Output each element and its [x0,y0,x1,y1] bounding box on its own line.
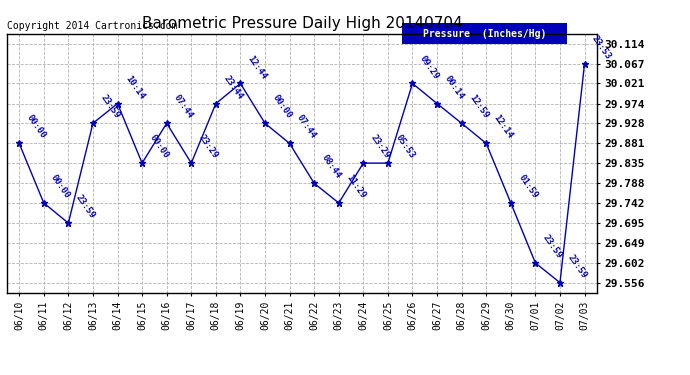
Text: 08:44: 08:44 [319,153,342,180]
Text: 00:00: 00:00 [49,173,72,200]
Text: 23:29: 23:29 [369,133,392,160]
FancyBboxPatch shape [402,23,567,44]
Text: 23:29: 23:29 [197,133,219,160]
Text: 23:59: 23:59 [566,253,589,280]
Text: 00:00: 00:00 [270,93,293,120]
Text: 05:53: 05:53 [393,133,416,160]
Text: 07:44: 07:44 [295,114,318,141]
Text: 23:59: 23:59 [99,93,121,120]
Text: 01:59: 01:59 [516,173,539,200]
Text: 12:44: 12:44 [246,54,269,81]
Text: 12:59: 12:59 [467,93,490,120]
Text: 09:29: 09:29 [418,54,441,81]
Text: 23:59: 23:59 [541,233,564,260]
Text: Pressure  (Inches/Hg): Pressure (Inches/Hg) [423,29,546,39]
Text: 11:29: 11:29 [344,173,367,200]
Text: 23:53: 23:53 [590,34,613,61]
Text: 00:00: 00:00 [148,133,170,160]
Text: 07:44: 07:44 [172,93,195,120]
Text: 23:59: 23:59 [74,193,97,220]
Text: 12:14: 12:14 [492,114,515,141]
Text: 10:14: 10:14 [123,74,146,101]
Text: Copyright 2014 Cartronics.com: Copyright 2014 Cartronics.com [7,21,177,31]
Text: 23:44: 23:44 [221,74,244,101]
Text: 00:00: 00:00 [25,114,48,141]
Text: 00:14: 00:14 [442,74,466,101]
Title: Barometric Pressure Daily High 20140704: Barometric Pressure Daily High 20140704 [141,16,462,31]
